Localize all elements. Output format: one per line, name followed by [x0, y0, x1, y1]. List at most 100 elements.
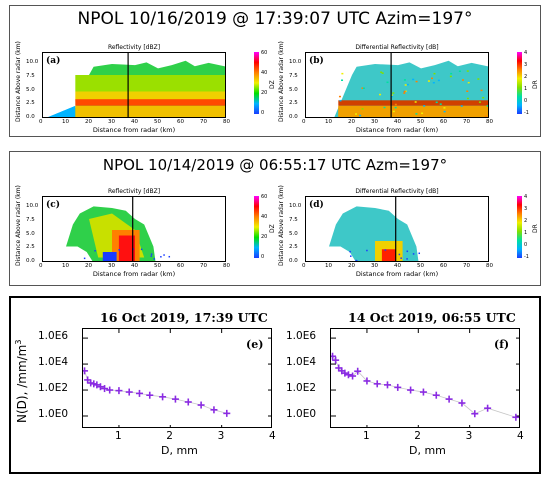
dsd-point: [407, 387, 414, 394]
dsd-x-axis-label: D, mm: [409, 444, 446, 457]
x-tick-label: 50: [154, 263, 161, 269]
x-tick-label: 80: [486, 263, 493, 269]
dsd-y-tick-label: 1.0E2: [38, 382, 68, 394]
y-tick-label: 2.5: [289, 244, 298, 250]
reflectivity-plot-c: Reflectivity [dBZ] (c) 10.0 7.5 5.0 2.5 0.0 0 10…: [12, 188, 272, 280]
colorbar-tick: 20: [261, 90, 267, 96]
y-tick-label: 5.0: [26, 231, 35, 237]
dsd-x-tick-label: 1: [363, 430, 370, 442]
x-tick-label: 40: [394, 119, 401, 125]
x-tick-label: 10: [62, 263, 69, 269]
colorbar-tick: 1: [524, 230, 527, 236]
dsd-point: [223, 410, 230, 417]
dsd-plot-area: [330, 328, 520, 428]
colorbar-tick: 0: [261, 110, 264, 116]
dsd-panel-letter: (f): [494, 338, 509, 351]
plot-area: [305, 52, 489, 118]
dsd-x-tick-label: 2: [414, 430, 421, 442]
reflectivity-plot-a: Reflectivity [dBZ] (a) 10.0 7.5 5.0 2.5 0.0 0 10…: [12, 44, 272, 136]
x-tick-label: 60: [440, 263, 447, 269]
x-tick-label: 80: [486, 119, 493, 125]
y-axis-label: Distance Above radar (km): [15, 41, 22, 122]
dsd-point: [146, 392, 153, 399]
colorbar-tick: 2: [524, 74, 527, 80]
y-tick-label: 5.0: [26, 87, 35, 93]
zdr-plot-b: Differential Reflectivity [dB] (b) 10.0 7.5…: [275, 44, 535, 136]
colorbar: [254, 52, 259, 114]
dsd-x-axis-label: D, mm: [161, 444, 198, 457]
dsd-point: [136, 390, 143, 397]
x-tick-label: 50: [154, 119, 161, 125]
dsd-point: [384, 381, 391, 388]
x-tick-label: 50: [417, 119, 424, 125]
dsd-point: [106, 387, 113, 394]
x-tick-label: 20: [348, 263, 355, 269]
colorbar: [254, 196, 259, 258]
dsd-point: [126, 389, 133, 396]
y-tick-label: 7.5: [289, 217, 298, 223]
x-tick-label: 20: [85, 119, 92, 125]
dsd-x-tick-label: 1: [115, 430, 122, 442]
x-tick-label: 40: [131, 119, 138, 125]
plot-subtitle: Reflectivity [dBZ]: [42, 188, 226, 195]
y-axis-label: Distance Above radar (km): [278, 185, 285, 266]
dsd-y-tick-label: 1.0E6: [286, 330, 316, 342]
dsd-point: [185, 398, 192, 405]
dsd-ylabel: N(D), /mm/m3: [14, 340, 29, 423]
x-tick-label: 70: [200, 263, 207, 269]
y-tick-label: 10.0: [289, 203, 301, 209]
x-tick-label: 20: [348, 119, 355, 125]
y-tick-label: 2.5: [289, 100, 298, 106]
colorbar-tick: 0: [524, 98, 527, 104]
colorbar-tick: 3: [524, 62, 527, 68]
x-tick-label: 70: [200, 119, 207, 125]
dsd-y-tick-label: 1.0E4: [38, 356, 68, 368]
panel-letter: (d): [309, 200, 324, 210]
x-tick-label: 10: [62, 119, 69, 125]
x-tick-label: 0: [39, 119, 43, 125]
y-tick-label: 5.0: [289, 87, 298, 93]
colorbar-tick: 20: [261, 234, 267, 240]
plot-area: [42, 196, 226, 262]
y-tick-label: 7.5: [289, 73, 298, 79]
dsd-point: [159, 393, 166, 400]
dsd-plot-area: [82, 328, 272, 428]
x-tick-label: 10: [325, 263, 332, 269]
colorbar-tick: 2: [524, 218, 527, 224]
colorbar-tick: 60: [261, 194, 267, 200]
y-tick-label: 7.5: [26, 73, 35, 79]
dsd-point: [433, 392, 440, 399]
y-axis-label: Distance Above radar (km): [15, 185, 22, 266]
mid-panel-title: NPOL 10/14/2019 @ 06:55:17 UTC Azm=197°: [10, 156, 540, 174]
dsd-point: [345, 371, 352, 378]
y-tick-label: 10.0: [26, 59, 38, 65]
dsd-point: [512, 414, 519, 421]
plot-subtitle: Differential Reflectivity [dB]: [305, 188, 489, 195]
colorbar-tick: -1: [524, 254, 529, 260]
y-axis-label: Distance Above radar (km): [278, 41, 285, 122]
panel-letter: (c): [46, 200, 60, 210]
dsd-panel-letter: (e): [246, 338, 263, 351]
panel-letter: (b): [309, 56, 324, 66]
x-axis-label: Distance from radar (km): [305, 270, 489, 278]
echo-body: [329, 206, 419, 262]
y-tick-label: 5.0: [289, 231, 298, 237]
dsd-y-tick-label: 1.0E4: [286, 356, 316, 368]
dsd-x-tick-label: 4: [269, 430, 276, 442]
zdr-plot-d: Differential Reflectivity [dB] (d) 10.0 7.5…: [275, 188, 535, 280]
y-tick-label: 10.0: [289, 59, 301, 65]
dsd-y-tick-label: 1.0E0: [286, 408, 316, 420]
dsd-y-tick-label: 1.0E2: [286, 382, 316, 394]
plot-subtitle: Reflectivity [dBZ]: [42, 44, 226, 51]
plot-area: [42, 52, 226, 118]
x-tick-label: 20: [85, 263, 92, 269]
colorbar-tick: 40: [261, 70, 267, 76]
dsd-point: [198, 402, 205, 409]
dsd-point: [484, 405, 491, 412]
y-tick-label: 0.0: [26, 114, 35, 120]
plot-area: [305, 196, 489, 262]
dsd-plot-e: 16 Oct 2019, 17:39 UTC (e) 1.0E6 1.0E4 1.0E2…: [12, 300, 282, 470]
x-tick-label: 60: [177, 263, 184, 269]
x-tick-label: 0: [302, 119, 306, 125]
colorbar-tick: 40: [261, 214, 267, 220]
